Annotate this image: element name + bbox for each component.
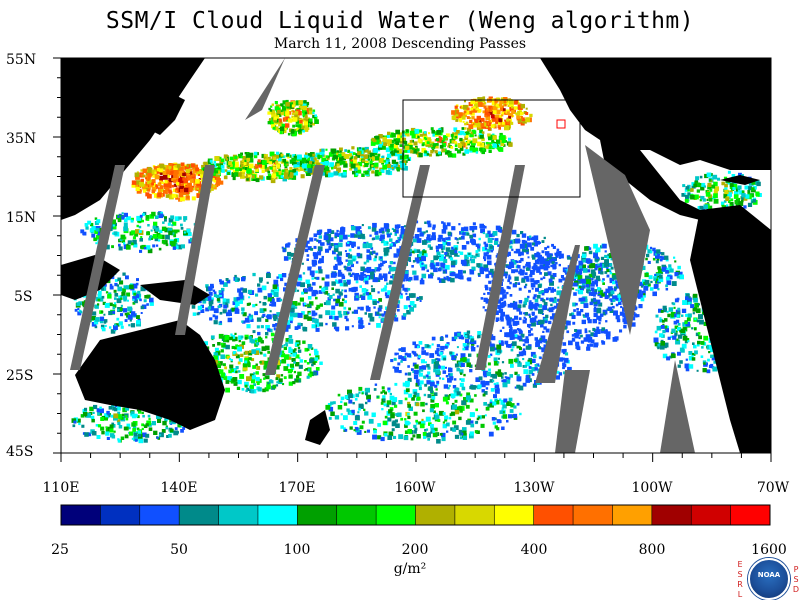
land-asia xyxy=(61,58,205,220)
colorbar-swatch xyxy=(139,505,180,525)
swath-gap xyxy=(555,370,590,453)
colorbar-label-1600: 1600 xyxy=(751,542,787,558)
colorbar-units: g/m² xyxy=(393,561,427,577)
swath-gap xyxy=(245,58,285,120)
swath-gap xyxy=(660,360,695,453)
lon-label-70w: 70W xyxy=(756,480,790,496)
land-south-america xyxy=(690,205,771,453)
noaa-logo-text: NOAA xyxy=(757,571,781,579)
lon-label-110e: 110E xyxy=(42,480,80,496)
colorbar-swatch xyxy=(376,505,416,525)
map-title: SSM/I Cloud Liquid Water (Weng algorithm… xyxy=(105,8,695,34)
colorbar-swatch xyxy=(179,505,220,525)
colorbar-swatch xyxy=(257,505,298,525)
swath-gap xyxy=(265,165,325,375)
noaa-logo: NOAA xyxy=(748,558,790,600)
land-new-zealand xyxy=(305,410,330,445)
region-box xyxy=(402,99,581,198)
colorbar-swatch xyxy=(297,505,338,525)
colorbar-label-50: 50 xyxy=(170,542,188,558)
colorbar-swatch xyxy=(691,505,732,525)
swath-gap xyxy=(70,165,125,370)
lat-label-35n: 35N xyxy=(6,131,37,147)
colorbar-label-100: 100 xyxy=(283,542,311,558)
lon-label-100w: 100W xyxy=(631,480,673,496)
land-australia xyxy=(75,320,225,430)
lat-label-45s: 45S xyxy=(6,444,34,460)
lat-label-5s: 5S xyxy=(14,289,33,305)
colorbar-swatch xyxy=(651,505,692,525)
swath-gap xyxy=(535,245,580,383)
colorbar-label-400: 400 xyxy=(520,542,548,558)
colorbar xyxy=(60,504,771,526)
colorbar-swatch xyxy=(612,505,653,525)
swath-gap xyxy=(175,165,215,335)
colorbar-swatch xyxy=(454,505,495,525)
lat-label-15n: 15N xyxy=(6,210,37,226)
colorbar-swatch xyxy=(336,505,377,525)
swath-gaps xyxy=(70,58,695,453)
land-japan xyxy=(150,95,185,135)
colorbar-swatch xyxy=(61,505,101,525)
colorbar-swatch xyxy=(494,505,535,525)
colorbar-swatch xyxy=(218,505,259,525)
colorbar-swatch xyxy=(415,505,456,525)
lon-label-170e: 170E xyxy=(278,480,316,496)
colorbar-label-25: 25 xyxy=(51,542,69,558)
colorbar-swatch xyxy=(533,505,574,525)
swath-gap xyxy=(585,145,650,335)
land-mexico xyxy=(600,140,700,220)
colorbar-label-800: 800 xyxy=(638,542,666,558)
lat-label-55n: 55N xyxy=(6,52,37,68)
swath-gap xyxy=(475,165,525,370)
site-marker xyxy=(556,119,566,129)
map-subtitle: March 11, 2008 Descending Passes xyxy=(273,36,527,52)
land-caribbean xyxy=(720,175,760,185)
colorbar-label-200: 200 xyxy=(401,542,429,558)
axis-ticks xyxy=(53,57,772,462)
land-north-america xyxy=(540,58,771,170)
colorbar-swatch xyxy=(730,505,771,525)
lon-label-160w: 160W xyxy=(394,480,436,496)
lat-label-25s: 25S xyxy=(6,368,34,384)
swath-gap xyxy=(370,165,430,380)
colorbar-swatch xyxy=(100,505,141,525)
lon-label-130w: 130W xyxy=(513,480,555,496)
land-masses xyxy=(61,58,771,453)
colorbar-swatch xyxy=(573,505,613,525)
lon-label-140e: 140E xyxy=(160,480,198,496)
